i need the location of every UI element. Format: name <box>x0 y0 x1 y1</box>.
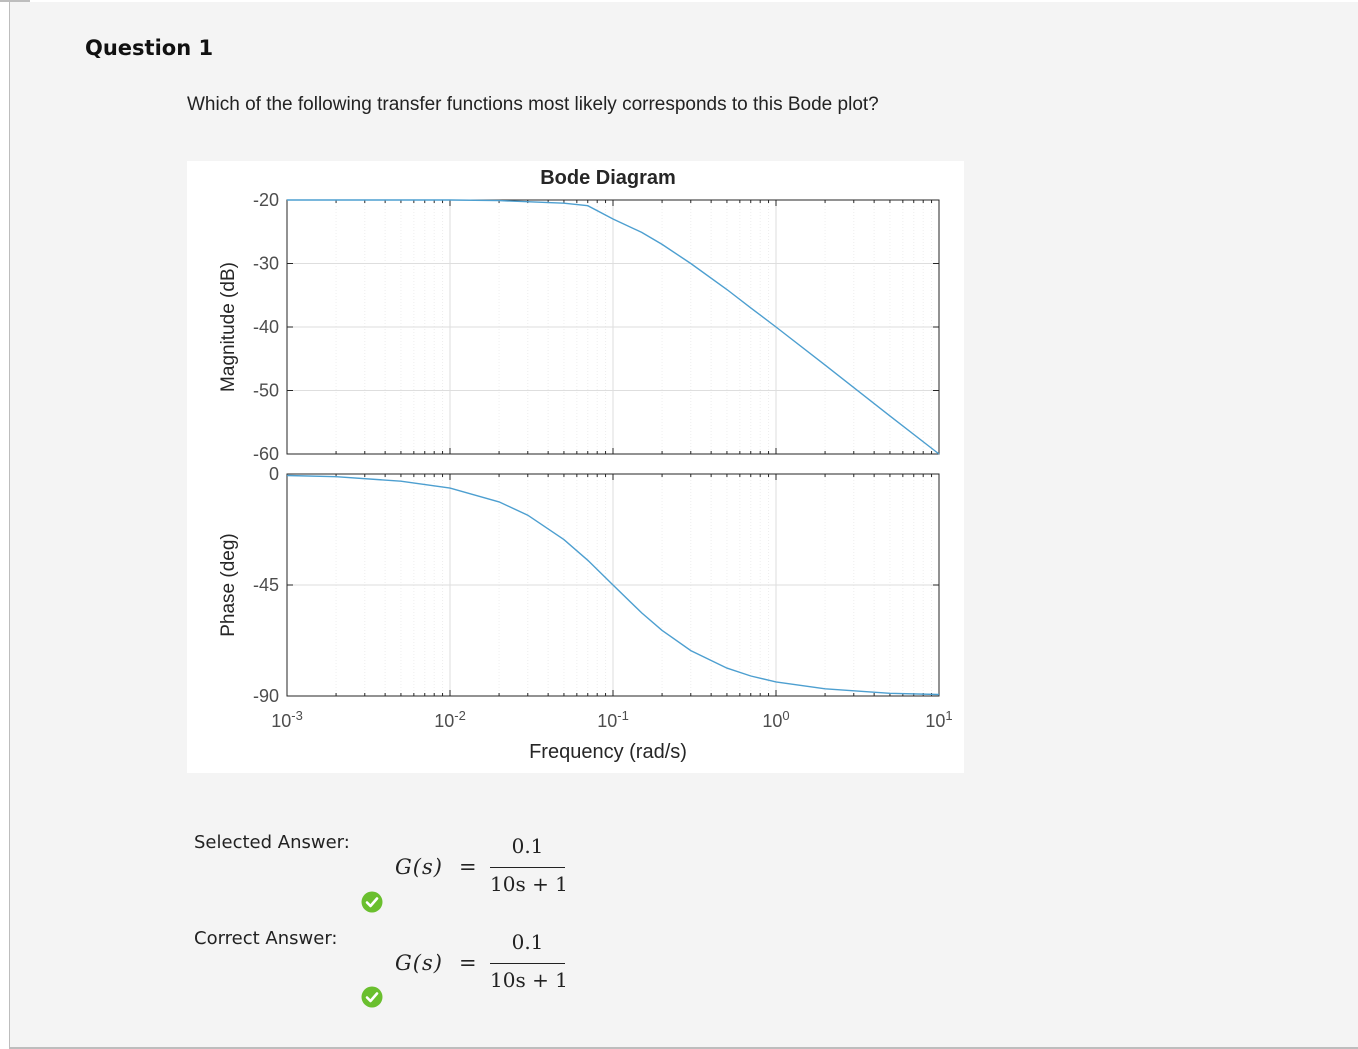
magnitude-series-line <box>287 199 940 455</box>
x-tick-label: 10-3 <box>271 708 303 731</box>
formula-denominator: 10s + 1 <box>490 872 568 896</box>
frequency-x-ticks: 10-3 10-2 10-1 100 101 <box>271 200 953 731</box>
formula-numerator: 0.1 <box>511 930 544 954</box>
x-tick-base: 10 <box>434 711 454 731</box>
correct-answer-formula: G(s) = 0.1 10s + 1 <box>395 930 575 1006</box>
frequency-axis-label: Frequency (rad/s) <box>529 741 687 763</box>
x-tick-base: 10 <box>597 711 617 731</box>
x-tick-exponent: 1 <box>945 708 952 723</box>
y-tick-label: 0 <box>269 464 279 484</box>
x-tick-label: 10-2 <box>434 708 466 731</box>
x-tick-label: 101 <box>925 708 952 731</box>
formula-lhs: G(s) <box>395 855 443 879</box>
chart-title: Bode Diagram <box>540 167 676 189</box>
selected-answer-label: Selected Answer: <box>194 832 350 853</box>
check-circle-icon <box>361 986 383 1008</box>
x-tick-base: 10 <box>762 711 782 731</box>
x-tick-base: 10 <box>271 711 291 731</box>
x-tick-base: 10 <box>925 711 945 731</box>
check-mark <box>365 897 379 908</box>
correct-answer-label: Correct Answer: <box>194 928 338 949</box>
magnitude-axis-label: Magnitude (dB) <box>218 262 239 392</box>
y-tick-label: -50 <box>253 381 279 401</box>
phase-y-ticks: 0 -45 -90 <box>253 464 939 706</box>
x-tick-exponent: 0 <box>782 708 789 723</box>
check-circle-background <box>361 891 383 913</box>
fraction-bar <box>490 867 565 868</box>
y-tick-label: -40 <box>253 317 279 337</box>
y-tick-label: -30 <box>253 254 279 274</box>
formula-lhs: G(s) <box>395 951 443 975</box>
check-circle-icon <box>361 891 383 913</box>
check-mark <box>365 992 379 1003</box>
question-title: Question 1 <box>85 36 214 60</box>
x-tick-exponent: -3 <box>291 708 303 723</box>
formula-numerator: 0.1 <box>511 834 544 858</box>
plot-background <box>187 161 964 773</box>
bode-plot-svg: Bode Diagram -20-30-40-50-60 0-45-90 10-… <box>187 161 964 773</box>
magnitude-y-ticks: -20 -30 -40 -50 -60 <box>253 190 939 464</box>
question-text: Which of the following transfer function… <box>187 94 879 115</box>
formula-denominator: 10s + 1 <box>490 968 568 992</box>
y-tick-label: -20 <box>253 190 279 210</box>
page-left-border <box>9 0 10 1049</box>
magnitude-grid <box>287 200 939 454</box>
x-tick-label: 100 <box>762 708 789 731</box>
selected-answer-formula: G(s) = 0.1 10s + 1 <box>395 834 575 910</box>
y-tick-label: -90 <box>253 686 279 706</box>
x-tick-label: 10-1 <box>597 708 629 731</box>
check-circle-background <box>361 986 383 1008</box>
x-tick-exponent: -2 <box>454 708 466 723</box>
x-tick-exponent: -1 <box>617 708 629 723</box>
y-tick-label: -45 <box>253 575 279 595</box>
y-tick-label: -60 <box>253 444 279 464</box>
phase-axis-label: Phase (deg) <box>218 533 239 637</box>
formula-equals: = <box>459 951 477 975</box>
page-top-edge <box>0 0 30 2</box>
fraction-bar <box>490 963 565 964</box>
formula-equals: = <box>459 855 477 879</box>
phase-series-line <box>286 474 940 696</box>
bode-plot-figure: Bode Diagram -20 -30 -40 -50 -60 0 -45 -90 10-… <box>187 161 964 773</box>
